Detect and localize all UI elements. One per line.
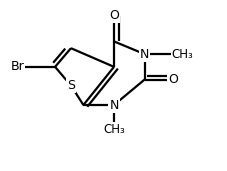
Text: CH₃: CH₃	[171, 48, 193, 61]
Text: O: O	[167, 73, 177, 86]
Text: O: O	[109, 9, 118, 22]
Text: N: N	[109, 98, 118, 111]
Text: Br: Br	[11, 60, 24, 73]
Text: N: N	[139, 48, 149, 61]
Text: CH₃: CH₃	[103, 123, 124, 136]
Text: S: S	[67, 79, 75, 92]
